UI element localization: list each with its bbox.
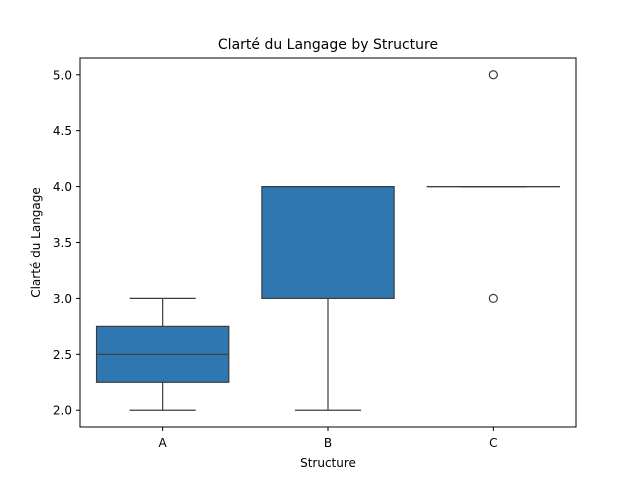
y-tick-label: 5.0 [53, 68, 72, 82]
y-tick-label: 3.5 [53, 236, 72, 250]
x-tick-label: B [324, 436, 332, 450]
outlier-c-0 [488, 70, 498, 80]
y-axis-label: Clarté du Langage [29, 187, 43, 298]
box-group-c [426, 70, 561, 304]
box-group-a [95, 297, 230, 411]
y-tick-label: 2.0 [53, 404, 72, 418]
y-tick-label: 4.0 [53, 180, 72, 194]
outlier-c-1 [488, 293, 498, 304]
x-tick-label: C [489, 436, 497, 450]
y-tick-label: 2.5 [53, 348, 72, 362]
box-b [261, 185, 395, 300]
chart-title: Clarté du Langage by Structure [218, 37, 438, 53]
y-tick-label: 4.5 [53, 124, 72, 138]
box-group-b [261, 185, 395, 411]
plot-area [95, 70, 561, 411]
x-axis-label: Structure [300, 456, 356, 470]
axes: 2.0 2.5 3.0 3.5 4.0 4.5 5.0 A B C [53, 68, 498, 450]
x-tick-label: A [159, 436, 168, 450]
y-tick-label: 3.0 [53, 292, 72, 306]
